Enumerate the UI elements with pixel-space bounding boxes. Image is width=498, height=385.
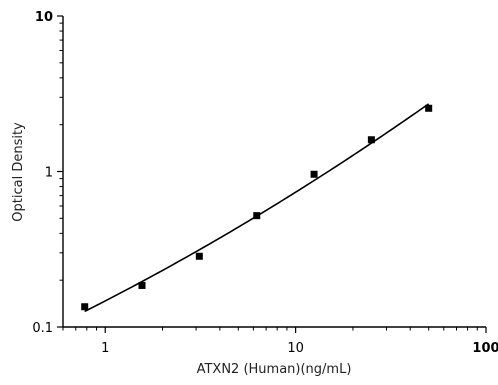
ticks: 1 10 100 0.1 1 10 — [32, 10, 498, 356]
fit-curve-group — [84, 103, 430, 313]
y-axis-title: Optical Density — [11, 122, 26, 222]
data-point — [310, 170, 318, 178]
data-point — [195, 252, 203, 260]
x-axis-title: ATXN2 (Human)(ng/mL) — [197, 362, 352, 377]
data-point — [425, 104, 433, 112]
y-tick-label: 0.1 — [32, 321, 53, 336]
data-point — [138, 281, 146, 289]
data-point — [367, 136, 375, 144]
axes — [62, 16, 486, 328]
y-tick-label: 1 — [45, 166, 53, 181]
x-tick-label: 100 — [472, 341, 498, 356]
data-point — [81, 303, 89, 311]
data-points — [81, 104, 433, 311]
x-tick-label: 10 — [287, 341, 304, 356]
data-point — [253, 212, 261, 220]
x-tick-label: 1 — [101, 341, 109, 356]
y-tick-label: 10 — [35, 10, 53, 25]
fit-curve — [84, 103, 430, 313]
